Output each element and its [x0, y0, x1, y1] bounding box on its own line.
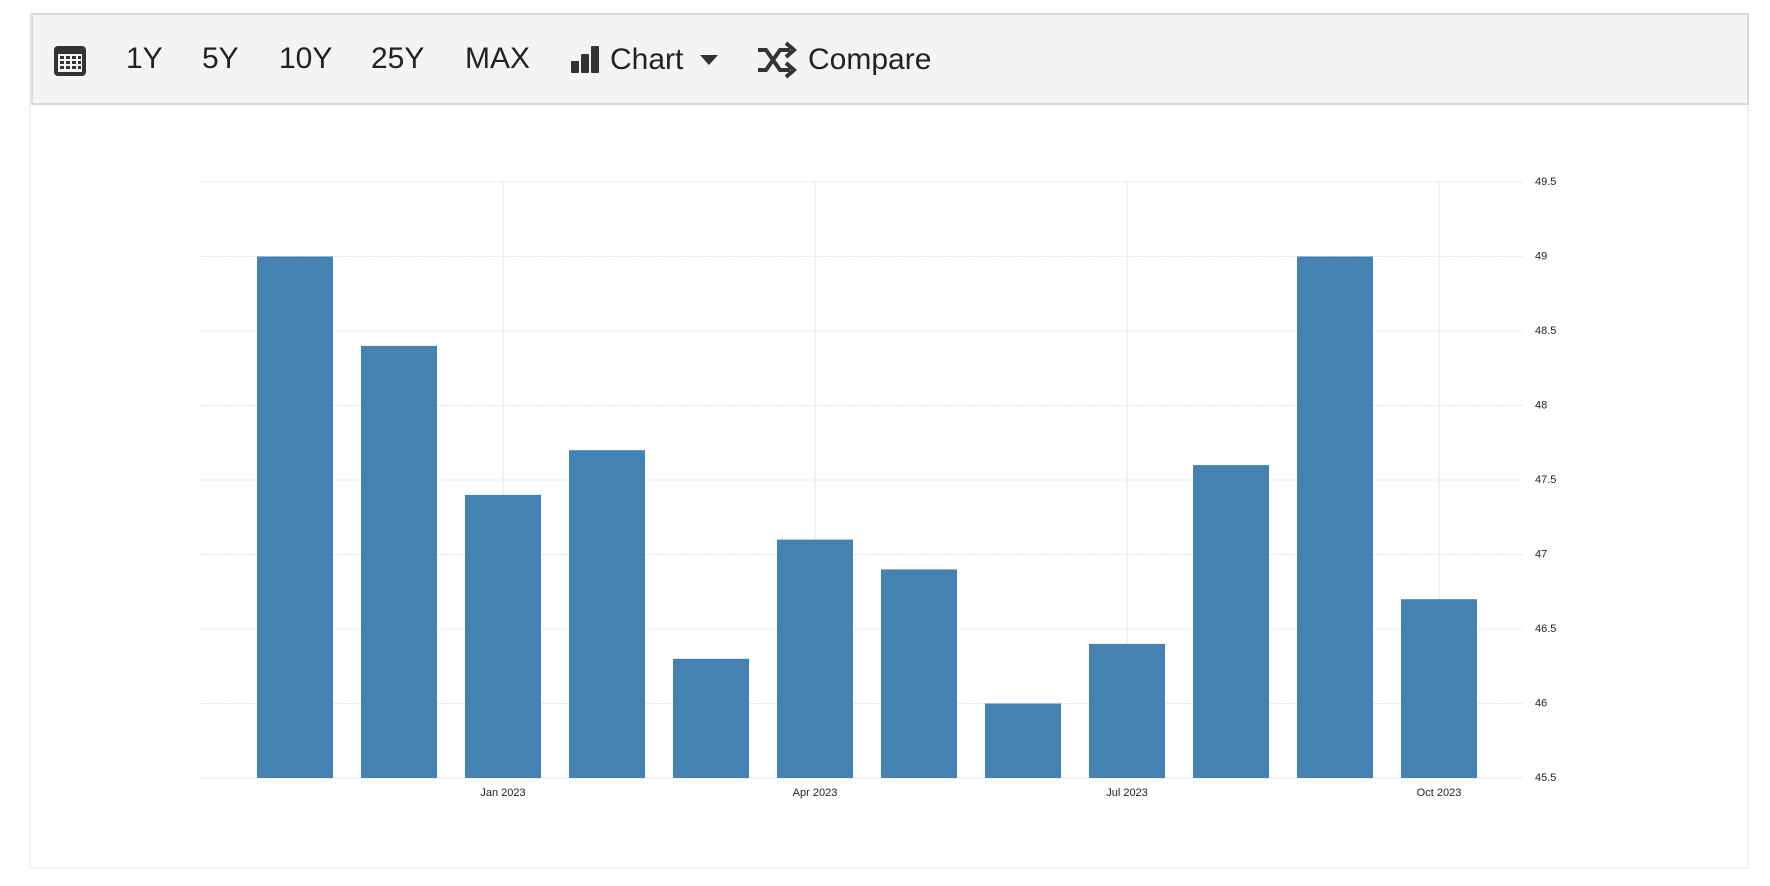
chart-button-label: Chart [610, 43, 684, 76]
range-button[interactable]: 25Y [371, 42, 424, 75]
bar [1297, 256, 1373, 778]
y-tick-label: 45.5 [1535, 772, 1556, 784]
y-tick-label: 46.5 [1535, 623, 1556, 635]
x-tick-label: Jan 2023 [480, 787, 525, 799]
toolbar [31, 13, 1749, 105]
compare-button-label: Compare [808, 43, 931, 76]
bar [361, 345, 437, 778]
bar [881, 569, 957, 778]
y-tick-label: 48 [1535, 399, 1547, 411]
bar [465, 494, 541, 778]
bar [1401, 599, 1477, 778]
bar [257, 256, 333, 778]
y-tick-label: 47 [1535, 548, 1547, 560]
bar [985, 703, 1061, 778]
bar [1193, 465, 1269, 778]
chart-type-button[interactable]: Chart [571, 43, 718, 76]
bar [569, 450, 645, 778]
y-tick-label: 49.5 [1535, 176, 1556, 188]
bar [673, 658, 749, 778]
compare-button[interactable]: Compare [758, 41, 931, 79]
plot: 45.5 46 46.5 47 47.5 48 48.5 49 49.5 Jan 2023 Apr … [200, 176, 1556, 799]
y-tick-label: 49 [1535, 250, 1547, 262]
bar [777, 539, 853, 778]
range-button[interactable]: 5Y [202, 42, 239, 75]
y-tick-label: 46 [1535, 697, 1547, 709]
y-tick-label: 48.5 [1535, 325, 1556, 337]
range-button[interactable]: 1Y [126, 42, 163, 75]
x-tick-label: Oct 2023 [1417, 787, 1462, 799]
x-tick-label: Apr 2023 [793, 787, 838, 799]
range-button[interactable]: 10Y [279, 42, 332, 75]
calendar-button[interactable] [54, 46, 86, 76]
bar [1089, 643, 1165, 778]
y-tick-label: 47.5 [1535, 474, 1556, 486]
range-button[interactable]: MAX [465, 42, 530, 75]
x-tick-label: Jul 2023 [1106, 787, 1148, 799]
